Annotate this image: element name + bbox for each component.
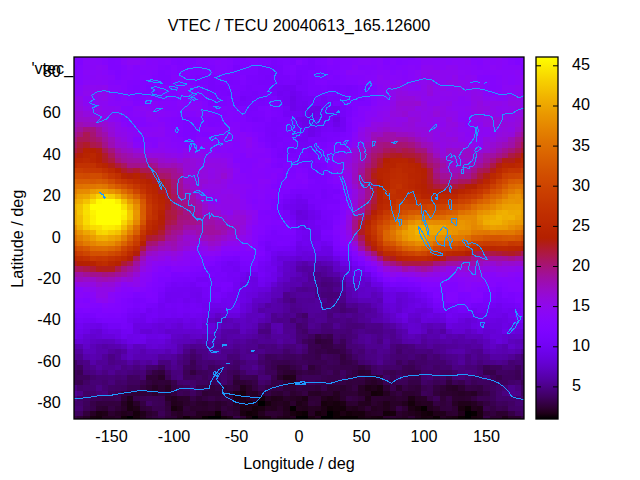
svg-text:30: 30 bbox=[572, 176, 590, 194]
svg-text:50: 50 bbox=[352, 427, 370, 445]
svg-text:0: 0 bbox=[294, 427, 303, 445]
svg-text:45: 45 bbox=[572, 55, 590, 73]
svg-text:Longitude / deg: Longitude / deg bbox=[243, 454, 355, 472]
svg-text:-150: -150 bbox=[95, 427, 127, 445]
svg-text:0: 0 bbox=[52, 228, 61, 246]
svg-text:'vtec_: 'vtec_ bbox=[31, 59, 74, 78]
svg-text:5: 5 bbox=[572, 376, 581, 394]
svg-text:150: 150 bbox=[473, 427, 500, 445]
svg-text:-100: -100 bbox=[158, 427, 190, 445]
svg-text:40: 40 bbox=[572, 95, 590, 113]
svg-text:20: 20 bbox=[572, 256, 590, 274]
svg-text:35: 35 bbox=[572, 136, 590, 154]
svg-text:VTEC / TECU 20040613_165.12600: VTEC / TECU 20040613_165.12600 bbox=[168, 16, 430, 35]
svg-text:-20: -20 bbox=[37, 269, 60, 287]
svg-text:100: 100 bbox=[410, 427, 437, 445]
svg-text:40: 40 bbox=[43, 145, 61, 163]
svg-text:60: 60 bbox=[43, 103, 61, 121]
svg-text:-40: -40 bbox=[37, 310, 60, 328]
svg-text:10: 10 bbox=[572, 336, 590, 354]
svg-text:-50: -50 bbox=[225, 427, 248, 445]
svg-text:-60: -60 bbox=[37, 352, 60, 370]
svg-text:-80: -80 bbox=[37, 393, 60, 411]
svg-text:Latitude / deg: Latitude / deg bbox=[9, 190, 27, 288]
svg-text:20: 20 bbox=[43, 186, 61, 204]
svg-text:25: 25 bbox=[572, 216, 590, 234]
svg-text:15: 15 bbox=[572, 296, 590, 314]
